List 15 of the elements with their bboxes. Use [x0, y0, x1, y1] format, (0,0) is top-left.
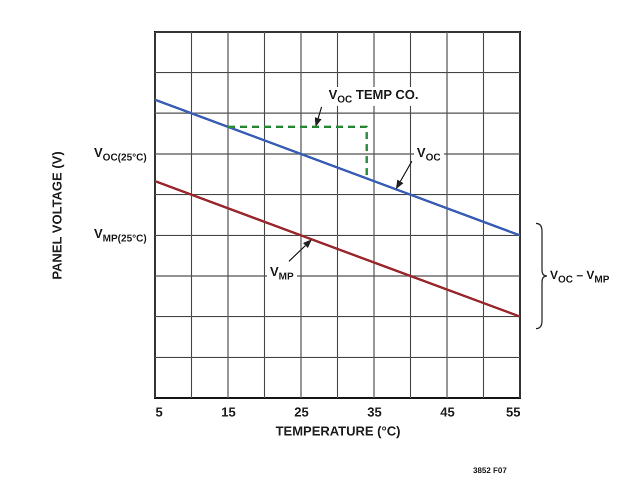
x-tick-label: 15 — [221, 404, 236, 420]
annotation: V$_{OC}$ — [414, 144, 444, 164]
ref-line-label: V$_{MP(25°C)}$ — [94, 226, 147, 245]
annotation: V$_{MP}$ — [266, 264, 297, 282]
x-tick-label: 5 — [156, 404, 163, 420]
text: V$_{OC}$ – V$_{MP}$ — [550, 268, 610, 285]
ref-line-label: V$_{OC(25°C)}$ — [94, 144, 147, 164]
text: 3852 F07 — [473, 466, 507, 474]
text: PANEL VOLTAGE (V) — [50, 150, 65, 280]
x-tick-label: 55 — [506, 404, 520, 420]
x-tick-label: 45 — [440, 404, 455, 420]
annotation: V$_{OC}$ TEMP CO. — [326, 87, 422, 106]
x-tick-label: 35 — [367, 404, 382, 420]
x-axis-title: TEMPERATURE (°C) — [276, 424, 400, 438]
x-tick-label: 25 — [294, 404, 309, 420]
